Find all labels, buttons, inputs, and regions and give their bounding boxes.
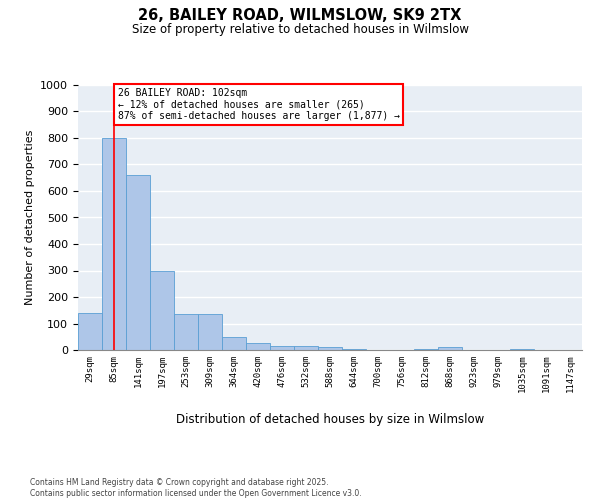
Bar xyxy=(150,270,174,350)
Bar xyxy=(414,348,438,350)
Bar xyxy=(510,348,534,350)
Bar xyxy=(246,344,270,350)
Bar xyxy=(318,348,342,350)
Bar xyxy=(102,138,126,350)
Bar xyxy=(342,348,366,350)
Text: Contains HM Land Registry data © Crown copyright and database right 2025.
Contai: Contains HM Land Registry data © Crown c… xyxy=(30,478,362,498)
Bar xyxy=(78,313,102,350)
Text: 26 BAILEY ROAD: 102sqm
← 12% of detached houses are smaller (265)
87% of semi-de: 26 BAILEY ROAD: 102sqm ← 12% of detached… xyxy=(118,88,400,121)
Text: Size of property relative to detached houses in Wilmslow: Size of property relative to detached ho… xyxy=(131,22,469,36)
Y-axis label: Number of detached properties: Number of detached properties xyxy=(25,130,35,305)
Bar xyxy=(126,175,150,350)
Bar xyxy=(174,314,198,350)
Bar xyxy=(270,346,294,350)
Text: 26, BAILEY ROAD, WILMSLOW, SK9 2TX: 26, BAILEY ROAD, WILMSLOW, SK9 2TX xyxy=(139,8,461,22)
Bar xyxy=(438,348,462,350)
Bar xyxy=(294,346,318,350)
Bar xyxy=(198,314,222,350)
Text: Distribution of detached houses by size in Wilmslow: Distribution of detached houses by size … xyxy=(176,412,484,426)
Bar xyxy=(222,337,246,350)
